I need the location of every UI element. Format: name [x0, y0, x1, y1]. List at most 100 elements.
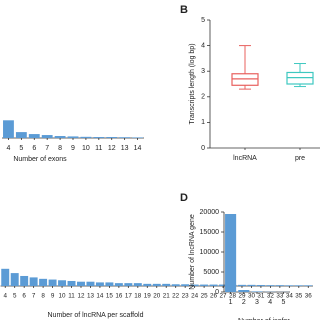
- bar: [294, 285, 303, 286]
- bar: [10, 273, 19, 286]
- x-tick-label: 1: [229, 299, 233, 306]
- bar: [219, 284, 228, 286]
- bar: [162, 283, 171, 286]
- bar: [20, 275, 29, 286]
- y-tick-label: 10000: [200, 249, 220, 256]
- bar: [225, 214, 237, 292]
- x-tick-label: 23: [182, 293, 190, 300]
- bar: [190, 284, 199, 286]
- y-tick-label: 4: [201, 42, 205, 49]
- x-tick-label: 22: [172, 293, 180, 300]
- x-tick-label: 2: [242, 299, 246, 306]
- x-tick-label: 16: [115, 293, 123, 300]
- bar: [67, 280, 76, 286]
- x-tick-label: 24: [191, 293, 199, 300]
- y-tick-label: 5: [201, 17, 205, 24]
- y-tick-label: 5000: [203, 269, 219, 276]
- x-tick-label: 5: [13, 293, 17, 300]
- x-tick-label: 31: [257, 293, 265, 300]
- bar: [133, 283, 142, 286]
- bar: [15, 132, 27, 138]
- x-tick-label: 9: [71, 145, 75, 152]
- bar: [95, 282, 104, 286]
- y-axis-label: Number of lncRNA gene: [189, 214, 196, 290]
- x-tick-label: 5: [19, 145, 23, 152]
- x-tick-label: 17: [125, 293, 133, 300]
- x-tick-label: 32: [267, 293, 275, 300]
- bar: [48, 279, 57, 286]
- y-tick-label: 0: [201, 145, 205, 152]
- x-tick-label: 4: [7, 145, 11, 152]
- bar: [1, 268, 10, 286]
- x-tick-label: 20: [153, 293, 161, 300]
- x-tick-label: 12: [77, 293, 85, 300]
- x-tick-label: 5: [281, 299, 285, 306]
- x-tick-label: 19: [144, 293, 152, 300]
- x-tick-label: 21: [163, 293, 171, 300]
- bar: [29, 277, 38, 286]
- x-tick-label: 8: [41, 293, 45, 300]
- bar: [106, 137, 118, 138]
- x-tick-label: 29: [238, 293, 246, 300]
- y-tick-label: 2: [201, 94, 205, 101]
- x-tick-label: 4: [3, 293, 7, 300]
- x-tick-label: 36: [305, 293, 313, 300]
- bar: [86, 281, 95, 286]
- x-tick-label: 18: [134, 293, 142, 300]
- bar: [80, 136, 92, 138]
- x-tick-label: 26: [210, 293, 218, 300]
- bar: [54, 136, 66, 138]
- panel-letter: B: [180, 4, 188, 16]
- bar: [275, 285, 284, 286]
- x-tick-label: 4: [268, 299, 272, 306]
- x-tick-label: 34: [286, 293, 294, 300]
- box: [286, 71, 314, 85]
- box: [231, 73, 259, 86]
- panel-letter: D: [180, 192, 188, 204]
- x-tick-label: 13: [121, 145, 129, 152]
- bar: [200, 284, 209, 286]
- x-axis-label: Number of exons: [13, 156, 67, 163]
- y-tick-label: 3: [201, 68, 205, 75]
- x-axis-label: Number of isofor: [238, 318, 290, 320]
- y-tick-label: 1: [201, 119, 205, 126]
- x-tick-label: pre: [295, 155, 305, 162]
- bar: [238, 284, 246, 286]
- x-tick-label: 33: [276, 293, 284, 300]
- bar: [143, 283, 152, 286]
- x-tick-label: lncRNA: [233, 155, 257, 162]
- bar: [39, 278, 48, 286]
- bar: [114, 283, 123, 286]
- x-tick-label: 13: [87, 293, 95, 300]
- x-tick-label: 35: [295, 293, 303, 300]
- x-tick-label: 12: [108, 145, 116, 152]
- y-axis-label: Transcripts length (log bp): [189, 43, 196, 124]
- x-tick-label: 14: [96, 293, 104, 300]
- x-tick-label: 30: [248, 293, 256, 300]
- bar: [119, 137, 131, 138]
- x-tick-label: 10: [59, 293, 67, 300]
- bar: [251, 291, 263, 292]
- bar: [152, 283, 161, 286]
- y-tick-label: 0: [215, 289, 219, 296]
- bar: [67, 136, 79, 138]
- x-tick-label: 28: [229, 293, 237, 300]
- bar: [132, 137, 143, 138]
- bar: [28, 134, 40, 138]
- bar: [238, 290, 250, 292]
- x-tick-label: 8: [58, 145, 62, 152]
- x-tick-label: 7: [45, 145, 49, 152]
- bar: [247, 284, 256, 286]
- x-tick-label: 9: [51, 293, 55, 300]
- y-tick-label: 15000: [200, 229, 220, 236]
- bar: [266, 285, 275, 286]
- bar: [181, 284, 190, 286]
- bar: [124, 283, 133, 286]
- x-tick-label: 6: [32, 145, 36, 152]
- x-tick-label: 3: [255, 299, 259, 306]
- bar: [304, 285, 313, 286]
- bar: [171, 284, 180, 286]
- x-tick-label: 15: [106, 293, 114, 300]
- bar: [58, 280, 67, 286]
